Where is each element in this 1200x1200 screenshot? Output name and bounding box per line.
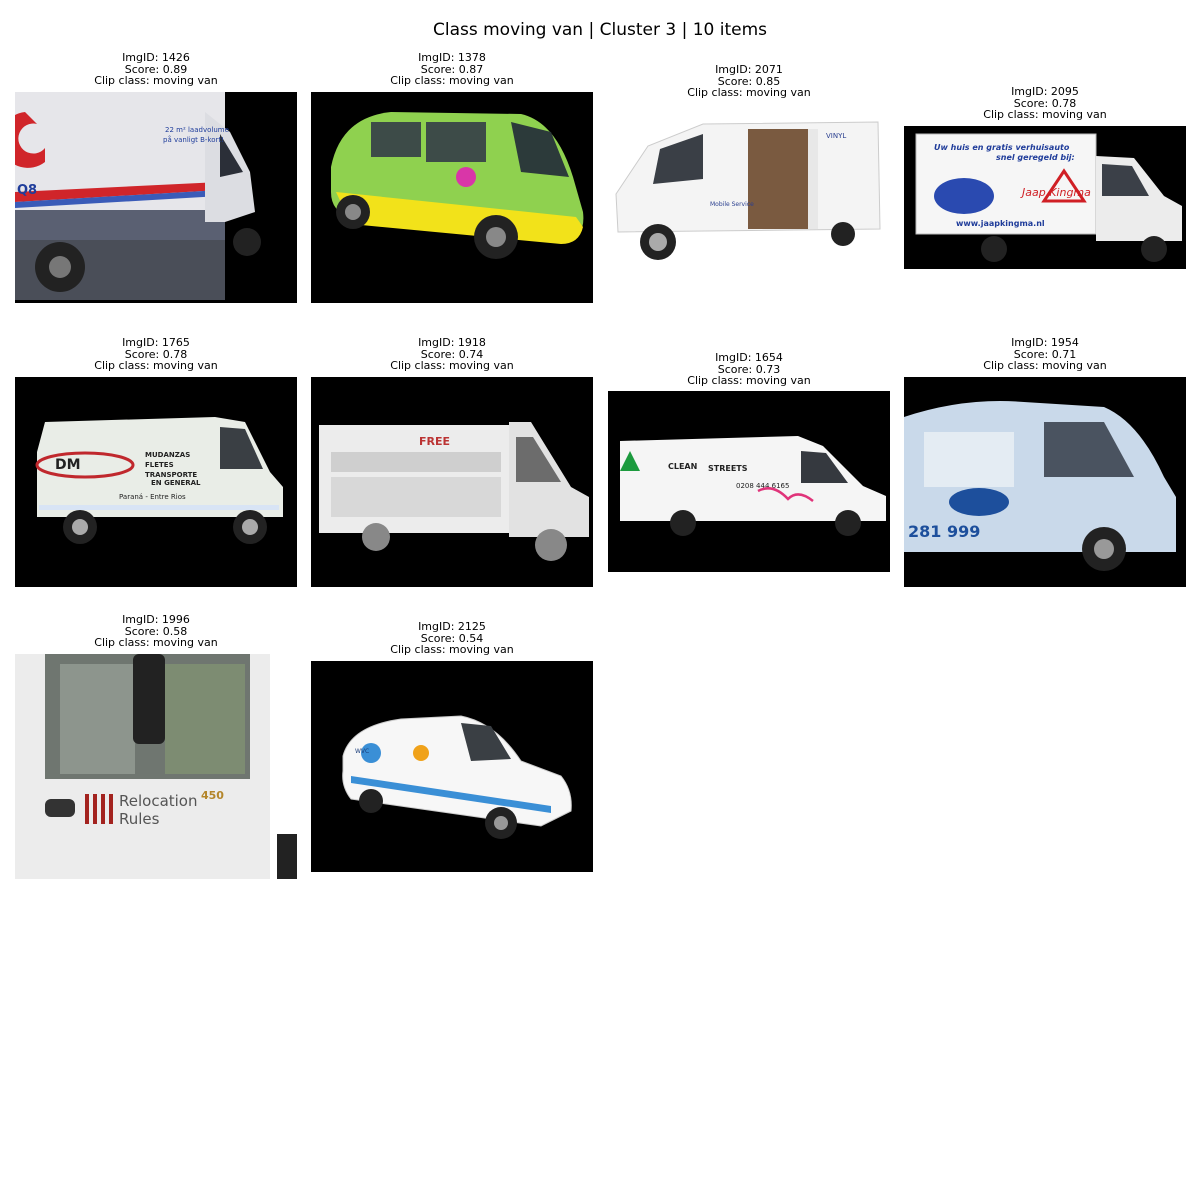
cell-caption: ImgID: 1996 Score: 0.58 Clip class: movi… <box>15 614 297 649</box>
cell-caption: ImgID: 2071 Score: 0.85 Clip class: movi… <box>608 64 890 99</box>
van-sign-text: på vanligt B-kort! <box>163 135 224 144</box>
clip-class-label: Clip class: moving van <box>608 375 890 387</box>
van-sign-text: www.jaapkingma.nl <box>956 219 1045 228</box>
van-sign-text: Relocation <box>119 792 198 810</box>
van-sign-text: WVC <box>355 748 369 755</box>
cell-caption: ImgID: 2095 Score: 0.78 Clip class: movi… <box>904 86 1186 121</box>
van-illustration: VINYL Mobile Service <box>608 104 890 291</box>
van-illustration: CLEAN STREETS 0208 444 6165 <box>608 391 890 572</box>
van-sign-text: VINYL <box>826 132 846 140</box>
img-id-label: ImgID: 1426 <box>15 52 297 64</box>
van-sign-text: STREETS <box>708 464 748 473</box>
van-sign-text: EN GENERAL <box>151 479 201 487</box>
img-id-label: ImgID: 2125 <box>311 621 593 633</box>
clip-class-label: Clip class: moving van <box>15 637 297 649</box>
van-sign-text: DM <box>55 457 81 473</box>
cell-caption: ImgID: 1426 Score: 0.89 Clip class: movi… <box>15 52 297 87</box>
grid-cell: ImgID: 1378 Score: 0.87 Clip class: movi… <box>311 50 593 303</box>
clip-class-label: Clip class: moving van <box>608 87 890 99</box>
cell-caption: ImgID: 1378 Score: 0.87 Clip class: movi… <box>311 52 593 87</box>
img-id-label: ImgID: 1918 <box>311 337 593 349</box>
figure-title: Class moving van | Cluster 3 | 10 items <box>0 20 1200 40</box>
clip-class-label: Clip class: moving van <box>15 360 297 372</box>
van-sign-text: FREE <box>419 435 450 448</box>
van-sign-text: Q8 <box>17 183 37 198</box>
van-sign-text: Uw huis en gratis verhuisauto <box>934 143 1070 152</box>
clip-class-label: Clip class: moving van <box>311 360 593 372</box>
cell-caption: ImgID: 1954 Score: 0.71 Clip class: movi… <box>904 337 1186 372</box>
van-sign-text: Rules <box>119 810 160 828</box>
van-sign-text: 281 999 <box>908 522 980 541</box>
van-image: 281 999 <box>904 377 1186 587</box>
cell-caption: ImgID: 1918 Score: 0.74 Clip class: movi… <box>311 337 593 372</box>
van-illustration: WVC <box>311 661 593 872</box>
img-id-label: ImgID: 2071 <box>608 64 890 76</box>
grid-cell: ImgID: 1426 Score: 0.89 Clip class: movi… <box>15 50 297 303</box>
clip-class-label: Clip class: moving van <box>15 75 297 87</box>
grid-cell: ImgID: 2125 Score: 0.54 Clip class: movi… <box>311 619 593 872</box>
van-illustration: FREE <box>311 377 593 587</box>
van-sign-text: FLETES <box>145 461 174 469</box>
van-image: CLEAN STREETS 0208 444 6165 <box>608 391 890 572</box>
grid-cell: ImgID: 1954 Score: 0.71 Clip class: movi… <box>904 335 1186 587</box>
van-illustration: Relocation Rules 450 <box>15 654 297 879</box>
van-illustration: 22 m² laadvolume på vanligt B-kort! Q8 <box>15 92 297 303</box>
van-sign-text: MUDANZAS <box>145 451 190 459</box>
cell-caption: ImgID: 1765 Score: 0.78 Clip class: movi… <box>15 337 297 372</box>
van-image: WVC <box>311 661 593 872</box>
van-sign-text: Jaap Kingma <box>1020 186 1091 199</box>
van-sign-text: Paraná - Entre Rios <box>119 493 186 501</box>
van-illustration: 281 999 <box>904 377 1186 587</box>
van-illustration <box>311 92 593 303</box>
clip-class-label: Clip class: moving van <box>311 75 593 87</box>
img-id-label: ImgID: 1378 <box>311 52 593 64</box>
van-image: DM MUDANZAS FLETES TRANSPORTE EN GENERAL… <box>15 377 297 587</box>
van-sign-text: 22 m² laadvolume <box>165 126 229 134</box>
van-image: FREE <box>311 377 593 587</box>
grid-cell: ImgID: 1765 Score: 0.78 Clip class: movi… <box>15 335 297 587</box>
clip-class-label: Clip class: moving van <box>904 360 1186 372</box>
clip-class-label: Clip class: moving van <box>904 109 1186 121</box>
van-image: VINYL Mobile Service <box>608 104 890 291</box>
grid-cell: ImgID: 2071 Score: 0.85 Clip class: movi… <box>608 62 890 291</box>
grid-cell: ImgID: 2095 Score: 0.78 Clip class: movi… <box>904 84 1186 269</box>
van-sign-text: snel geregeld bij: <box>996 153 1075 162</box>
van-sign-text: Mobile Service <box>710 201 754 208</box>
grid-cell: ImgID: 1654 Score: 0.73 Clip class: movi… <box>608 350 890 572</box>
van-sign-text: TRANSPORTE <box>145 471 197 479</box>
van-image: Relocation Rules 450 <box>15 654 297 879</box>
van-illustration: Uw huis en gratis verhuisauto snel gereg… <box>904 126 1186 269</box>
van-image <box>311 92 593 303</box>
grid-cell: ImgID: 1918 Score: 0.74 Clip class: movi… <box>311 335 593 587</box>
img-id-label: ImgID: 1654 <box>608 352 890 364</box>
img-id-label: ImgID: 1954 <box>904 337 1186 349</box>
van-image: 22 m² laadvolume på vanligt B-kort! Q8 <box>15 92 297 303</box>
grid-cell: ImgID: 1996 Score: 0.58 Clip class: movi… <box>15 612 297 879</box>
img-id-label: ImgID: 1765 <box>15 337 297 349</box>
van-sign-text: 450 <box>201 789 224 802</box>
van-image: Uw huis en gratis verhuisauto snel gereg… <box>904 126 1186 269</box>
img-id-label: ImgID: 1996 <box>15 614 297 626</box>
van-illustration: DM MUDANZAS FLETES TRANSPORTE EN GENERAL… <box>15 377 297 587</box>
van-sign-text: CLEAN <box>668 462 697 471</box>
img-id-label: ImgID: 2095 <box>904 86 1186 98</box>
cell-caption: ImgID: 2125 Score: 0.54 Clip class: movi… <box>311 621 593 656</box>
clip-class-label: Clip class: moving van <box>311 644 593 656</box>
cell-caption: ImgID: 1654 Score: 0.73 Clip class: movi… <box>608 352 890 387</box>
